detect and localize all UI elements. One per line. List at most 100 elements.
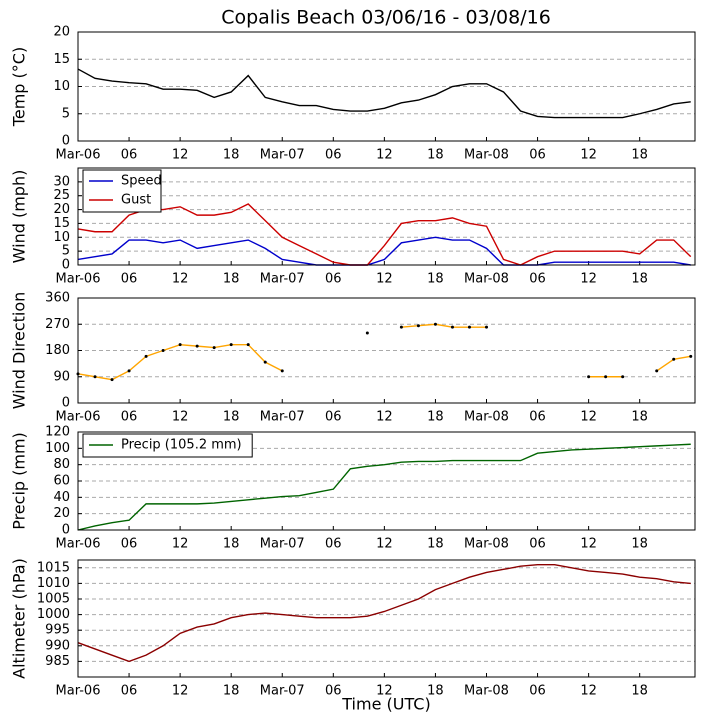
y-tick-label: 0 [62, 396, 70, 411]
data-point [450, 325, 454, 329]
x-tick-label: 18 [631, 272, 648, 287]
data-point [689, 354, 693, 358]
data-line [77, 203, 692, 266]
data-point [161, 349, 165, 352]
x-tick-label: 06 [529, 537, 546, 552]
x-tick-label: Mar-07 [260, 537, 305, 552]
x-tick-label: 06 [529, 684, 546, 699]
data-point [433, 322, 437, 326]
y-tick-label: 90 [53, 369, 70, 384]
x-tick-label: 12 [580, 410, 597, 425]
data-point [195, 344, 199, 348]
data-line [77, 443, 691, 531]
data-line [77, 563, 691, 663]
plot-frame [77, 559, 696, 678]
x-tick-label: 12 [172, 272, 189, 287]
x-tick-label: Mar-08 [464, 148, 509, 163]
legend-box [82, 169, 162, 213]
y-tick-label: 80 [53, 457, 70, 472]
y-axis-label: Wind Direction [10, 292, 29, 410]
y-tick-label: 360 [45, 291, 70, 306]
legend-label: Speed [121, 174, 162, 189]
x-tick-label: 18 [223, 272, 240, 287]
data-point [127, 369, 131, 373]
x-tick-label: 06 [121, 684, 138, 699]
x-tick-label: Mar-06 [56, 148, 101, 163]
data-point [672, 357, 676, 361]
x-tick-label: 06 [529, 410, 546, 425]
x-tick-label: 18 [427, 410, 444, 425]
y-tick-label: 1005 [37, 592, 70, 607]
x-tick-label: 06 [529, 272, 546, 287]
y-axis-label: Precip (mm) [10, 432, 29, 530]
x-tick-label: Mar-07 [260, 684, 305, 699]
y-tick-label: 5 [62, 106, 70, 121]
x-tick-label: 06 [529, 148, 546, 163]
x-tick-label: 06 [121, 410, 138, 425]
x-tick-label: 12 [376, 537, 393, 552]
legend-label: Gust [121, 193, 151, 208]
y-tick-label: 20 [53, 506, 70, 521]
x-tick-label: Mar-06 [56, 684, 101, 699]
data-point [144, 354, 148, 358]
data-point [416, 324, 420, 328]
x-tick-label: 12 [172, 410, 189, 425]
x-tick-label: 18 [631, 148, 648, 163]
x-tick-label: 12 [580, 684, 597, 699]
y-tick-label: 1010 [37, 576, 70, 591]
x-tick-label: Mar-06 [56, 410, 101, 425]
data-point [280, 369, 284, 373]
data-point [365, 331, 369, 335]
x-tick-label: 18 [223, 410, 240, 425]
y-tick-label: 20 [53, 25, 70, 40]
data-point [467, 325, 471, 329]
data-point [655, 369, 659, 373]
y-axis-label: Wind (mph) [10, 170, 29, 264]
x-tick-label: Mar-08 [464, 410, 509, 425]
x-tick-label: 18 [223, 684, 240, 699]
y-axis-label: Altimeter (hPa) [10, 558, 29, 679]
x-tick-label: 06 [325, 410, 342, 425]
y-tick-label: 40 [53, 490, 70, 505]
y-tick-label: 270 [45, 317, 70, 332]
y-tick-label: 0 [62, 523, 70, 538]
data-point [246, 343, 250, 347]
x-tick-label: 18 [631, 410, 648, 425]
y-tick-label: 20 [53, 202, 70, 217]
x-tick-label: 18 [427, 537, 444, 552]
x-tick-label: 12 [580, 148, 597, 163]
x-tick-label: 12 [376, 410, 393, 425]
x-tick-label: 06 [325, 148, 342, 163]
y-tick-label: 0 [62, 258, 70, 273]
y-tick-label: 995 [45, 623, 70, 638]
y-axis-label: Temp (°C) [10, 47, 29, 127]
data-point [484, 325, 488, 329]
x-tick-label: Mar-06 [56, 537, 101, 552]
x-tick-label: Mar-07 [260, 410, 305, 425]
y-tick-label: 1015 [37, 560, 70, 575]
x-tick-label: 12 [172, 684, 189, 699]
y-tick-label: 30 [53, 174, 70, 189]
x-tick-label: 06 [325, 684, 342, 699]
x-tick-label: 12 [376, 684, 393, 699]
y-tick-label: 15 [53, 216, 70, 231]
y-tick-label: 985 [45, 654, 70, 669]
y-tick-label: 10 [53, 230, 70, 245]
x-tick-label: Mar-08 [464, 272, 509, 287]
data-point [399, 325, 403, 329]
plot-frame [77, 167, 696, 266]
x-tick-label: Mar-08 [464, 684, 509, 699]
data-point [263, 360, 267, 364]
x-tick-label: 06 [325, 272, 342, 287]
x-tick-label: 12 [580, 272, 597, 287]
y-tick-label: 60 [53, 474, 70, 489]
data-point [212, 346, 216, 350]
x-tick-label: 18 [427, 272, 444, 287]
x-tick-label: 18 [223, 537, 240, 552]
x-tick-label: 06 [121, 272, 138, 287]
x-tick-label: 18 [631, 684, 648, 699]
plot-frame [77, 431, 696, 531]
legend-box [82, 433, 253, 458]
x-tick-label: Mar-07 [260, 272, 305, 287]
